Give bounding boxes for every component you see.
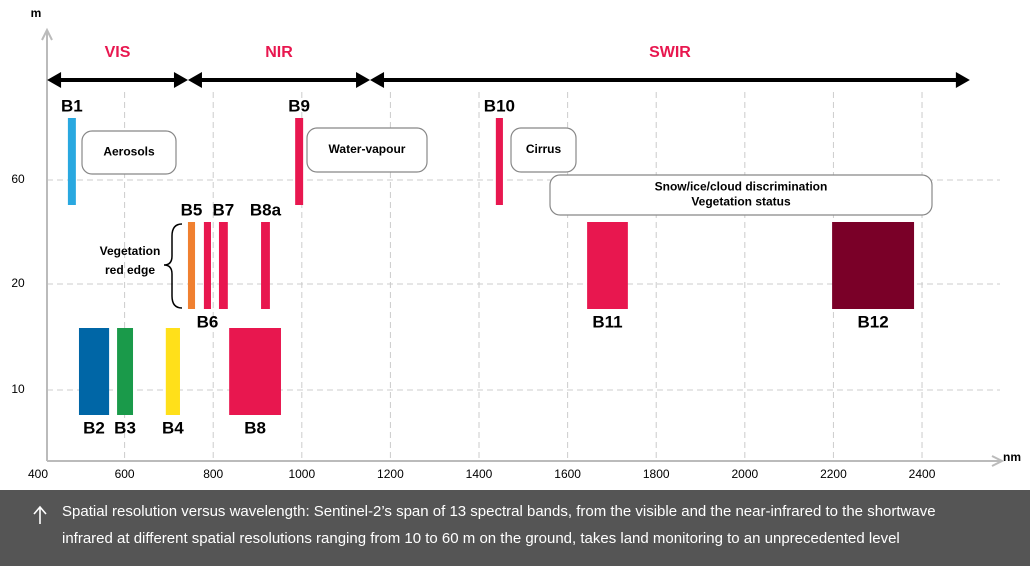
band-label: B6	[197, 312, 219, 331]
y-tick-label: 10	[11, 382, 25, 396]
band	[67, 118, 76, 205]
range-label: VIS	[105, 44, 131, 61]
annotation-box	[510, 127, 577, 173]
annotation-text: red edge	[105, 263, 155, 277]
band-label: B8a	[250, 200, 282, 219]
band	[832, 222, 915, 309]
band	[165, 328, 180, 415]
band	[495, 118, 503, 205]
arrow-head	[187, 72, 202, 88]
band	[117, 328, 134, 415]
x-tick-label: 400	[28, 467, 48, 481]
band	[187, 222, 196, 309]
band-label: B9	[288, 96, 310, 115]
caption-line: infrared at different spatial resolution…	[62, 530, 900, 547]
annotation-text: Water-vapour	[329, 142, 406, 156]
annotation-text: Vegetation status	[691, 195, 791, 209]
band-label: B12	[857, 312, 888, 331]
band-label: B1	[61, 96, 83, 115]
caption-box	[0, 490, 1030, 566]
x-tick-label: 1800	[643, 467, 670, 481]
band-label: B3	[114, 418, 136, 437]
y-axis	[41, 27, 53, 461]
x-tick-label: 2200	[820, 467, 847, 481]
arrow-head	[356, 72, 371, 88]
annotation-box	[81, 130, 177, 175]
arrow-head	[955, 72, 970, 88]
annotation-text: Aerosols	[103, 145, 155, 159]
arrow-head	[370, 72, 385, 88]
x-tick-label: 1000	[288, 467, 315, 481]
band-label: B5	[181, 200, 203, 219]
range-label: SWIR	[649, 44, 691, 61]
band	[203, 222, 211, 309]
arrow-head	[173, 72, 188, 88]
band-label: B10	[484, 96, 515, 115]
brace	[163, 223, 183, 309]
y-axis-label: m	[31, 6, 42, 20]
band-label: B4	[162, 418, 184, 437]
band-label: B8	[244, 418, 266, 437]
x-tick-label: 800	[203, 467, 223, 481]
band	[587, 222, 628, 309]
caption-arrow	[33, 505, 47, 524]
x-tick-label: 2000	[731, 467, 758, 481]
band-label: B7	[213, 200, 235, 219]
x-tick-label: 2400	[909, 467, 936, 481]
annotation-box	[306, 127, 428, 173]
x-tick-label: 1400	[466, 467, 493, 481]
band	[78, 328, 110, 415]
annotation-text: Vegetation	[100, 244, 161, 258]
x-axis	[47, 455, 1005, 467]
band-label: B2	[83, 418, 105, 437]
x-axis-label: nm	[1003, 450, 1021, 464]
x-tick-label: 600	[115, 467, 135, 481]
annotation-box	[549, 174, 933, 216]
annotation-text: Cirrus	[526, 142, 562, 156]
x-tick-label: 1600	[554, 467, 581, 481]
band	[218, 222, 228, 309]
arrow-head	[47, 72, 62, 88]
x-tick-label: 1200	[377, 467, 404, 481]
band	[261, 222, 270, 309]
band-label: B11	[592, 312, 622, 331]
band	[229, 328, 281, 415]
y-tick-label: 20	[11, 276, 25, 290]
y-tick-label: 60	[11, 172, 25, 186]
band	[295, 118, 304, 205]
range-label: NIR	[265, 44, 293, 61]
annotation-text: Snow/ice/cloud discrimination	[655, 180, 828, 194]
caption-line: Spatial resolution versus wavelength: Se…	[62, 503, 936, 520]
